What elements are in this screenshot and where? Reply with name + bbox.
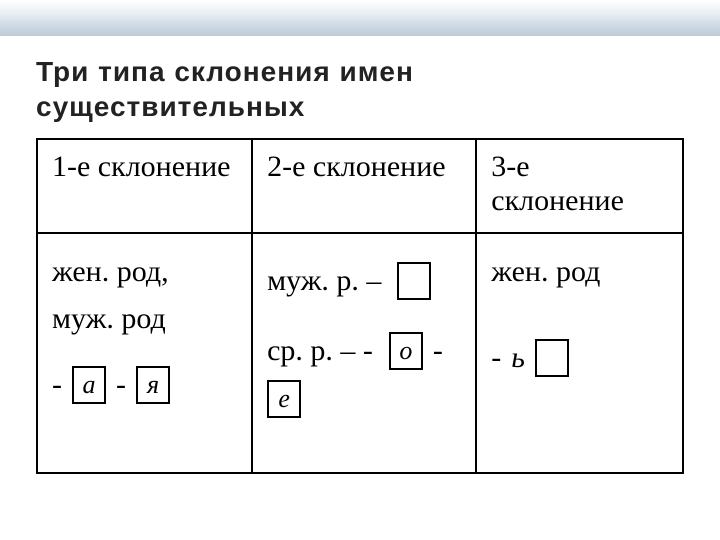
c3-gender-line: жен. род [491,252,668,291]
c2-neut-label: ср. р. – - [267,334,373,368]
col-header-2: 2-е склонение [252,139,476,233]
c2-neut-sep: - [433,334,443,368]
table-container: 1-е склонение 2-е склонение 3-е склонени… [0,138,720,474]
ending-box-ya: я [136,366,170,404]
ending-box-o: о [389,332,423,370]
table-header-row: 1-е склонение 2-е склонение 3-е склонени… [37,139,683,233]
table-body-row: жен. род, муж. род - а - я муж. р. – [37,233,683,473]
c2-masc-label: муж. р. – [267,264,381,298]
c1-gender-line1: жен. род, [52,252,237,291]
header-gradient-band [0,0,720,36]
title-container: Три типа склонения имен существительных [0,36,720,138]
declension-table: 1-е склонение 2-е склонение 3-е склонени… [36,138,684,474]
cell-declension-1: жен. род, муж. род - а - я [37,233,252,473]
c1-gender-line2: муж. род [52,299,237,338]
ending-box-e: е [267,380,301,418]
c2-masc-row: муж. р. – [267,262,461,300]
cell-declension-3: жен. род - ь [476,233,683,473]
c1-lead-dash: - [52,368,62,402]
c1-endings: - а - я [52,366,237,404]
ending-box-a: а [72,366,106,404]
c3-softsign: ь [511,341,525,375]
c2-neut-row: ср. р. – - о - е [267,332,461,418]
cell-declension-2: муж. р. – ср. р. – - о - е [252,233,476,473]
page-title: Три типа склонения имен существительных [36,54,684,124]
col-header-3: 3-е склонение [476,139,683,233]
ending-box-zero-masc [397,262,431,300]
c1-sep: - [116,368,126,402]
ending-box-zero-fem [535,339,569,377]
col-header-1: 1-е склонение [37,139,252,233]
c3-endings: - ь [491,339,668,377]
c3-lead-dash: - [491,341,501,375]
